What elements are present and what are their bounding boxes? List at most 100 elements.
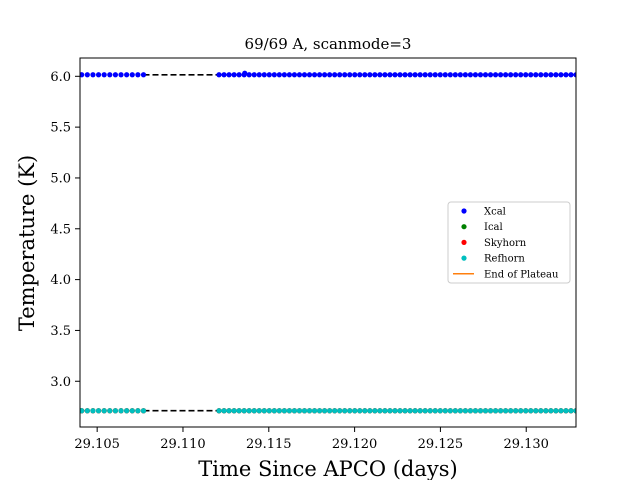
data-point <box>357 408 363 414</box>
chart-title: 69/69 A, scanmode=3 <box>245 35 412 53</box>
axis-ticks: 29.105 29.110 29.115 29.120 29.125 29.130 3.0 3… <box>50 70 549 452</box>
data-point <box>477 72 484 78</box>
data-point <box>407 72 413 78</box>
x-tick-label: 29.105 <box>74 437 120 452</box>
data-point <box>347 408 353 414</box>
data-point <box>135 408 141 414</box>
data-point <box>467 408 474 414</box>
data-point <box>457 408 463 414</box>
legend: Xcal Ical Skyhorn Refhorn End of Plateau <box>447 201 571 284</box>
data-point <box>452 72 458 78</box>
data-point <box>301 408 308 414</box>
data-point <box>80 408 85 414</box>
data-point <box>118 72 124 78</box>
data-point <box>382 72 388 78</box>
x-tick-label: 29.115 <box>246 437 292 452</box>
data-point <box>291 408 298 414</box>
data-point <box>497 408 504 414</box>
data-point <box>236 72 242 78</box>
data-point <box>382 408 388 414</box>
data-point <box>124 408 130 414</box>
data-point <box>442 408 448 414</box>
data-point <box>442 72 448 78</box>
legend-label: Xcal <box>484 207 506 218</box>
data-point <box>553 72 559 78</box>
data-point <box>256 72 262 78</box>
data-point <box>95 72 102 78</box>
data-point <box>316 408 323 414</box>
data-point <box>523 72 529 78</box>
data-point <box>377 408 383 414</box>
data-point <box>568 408 574 414</box>
data-point <box>457 72 463 78</box>
plot-area <box>80 70 576 414</box>
y-axis-label: Temperature (K) <box>15 155 39 331</box>
legend-label: Refhorn <box>484 254 525 265</box>
data-point <box>80 72 85 78</box>
data-point <box>397 72 403 78</box>
data-point <box>322 72 328 78</box>
data-point <box>487 72 494 78</box>
data-point <box>296 72 303 78</box>
data-point <box>437 72 443 78</box>
data-point <box>533 408 539 414</box>
data-point <box>241 408 247 414</box>
data-point <box>342 72 348 78</box>
data-point <box>107 408 113 414</box>
plot-frame <box>79 57 577 428</box>
data-point <box>412 72 418 78</box>
data-point <box>528 408 534 414</box>
data-point <box>129 408 135 414</box>
data-point <box>487 408 494 414</box>
data-point <box>422 408 428 414</box>
legend-swatch <box>461 239 467 245</box>
legend-box <box>447 201 571 284</box>
data-point <box>518 408 524 414</box>
data-point <box>140 72 147 78</box>
data-point <box>327 72 333 78</box>
data-point <box>311 408 318 414</box>
x-tick-label: 29.125 <box>418 437 464 452</box>
data-point <box>352 72 358 78</box>
data-point <box>291 72 298 78</box>
plot-marks <box>80 70 576 414</box>
data-point <box>427 408 433 414</box>
data-point <box>276 72 282 78</box>
data-point <box>271 72 277 78</box>
data-point <box>95 408 102 414</box>
data-point <box>276 408 282 414</box>
x-axis-label: Time Since APCO (days) <box>198 457 457 480</box>
data-point <box>362 408 368 414</box>
data-point <box>432 408 438 414</box>
y-tick-label: 4.5 <box>50 222 71 237</box>
data-point <box>367 72 373 78</box>
data-point <box>548 72 554 78</box>
data-point <box>332 408 338 414</box>
data-point <box>221 408 227 414</box>
data-point <box>101 408 107 414</box>
data-point <box>322 408 328 414</box>
data-point <box>261 408 267 414</box>
data-point <box>477 408 484 414</box>
legend-label: Ical <box>484 222 503 233</box>
data-point <box>417 72 423 78</box>
data-point <box>101 72 107 78</box>
data-point <box>402 408 408 414</box>
data-point <box>112 408 119 414</box>
data-point <box>129 72 135 78</box>
legend-label: End of Plateau <box>484 269 559 280</box>
data-point <box>221 72 227 78</box>
data-point <box>216 72 222 78</box>
data-point <box>482 72 489 78</box>
legend-swatch <box>461 255 467 261</box>
data-point <box>447 408 453 414</box>
data-point <box>437 408 443 414</box>
data-point <box>387 72 393 78</box>
data-point <box>306 408 313 414</box>
series-xcal <box>80 70 576 78</box>
data-point <box>548 408 554 414</box>
data-point <box>432 72 438 78</box>
y-tick-label: 5.5 <box>50 121 71 136</box>
data-point <box>261 72 267 78</box>
data-point <box>447 72 453 78</box>
